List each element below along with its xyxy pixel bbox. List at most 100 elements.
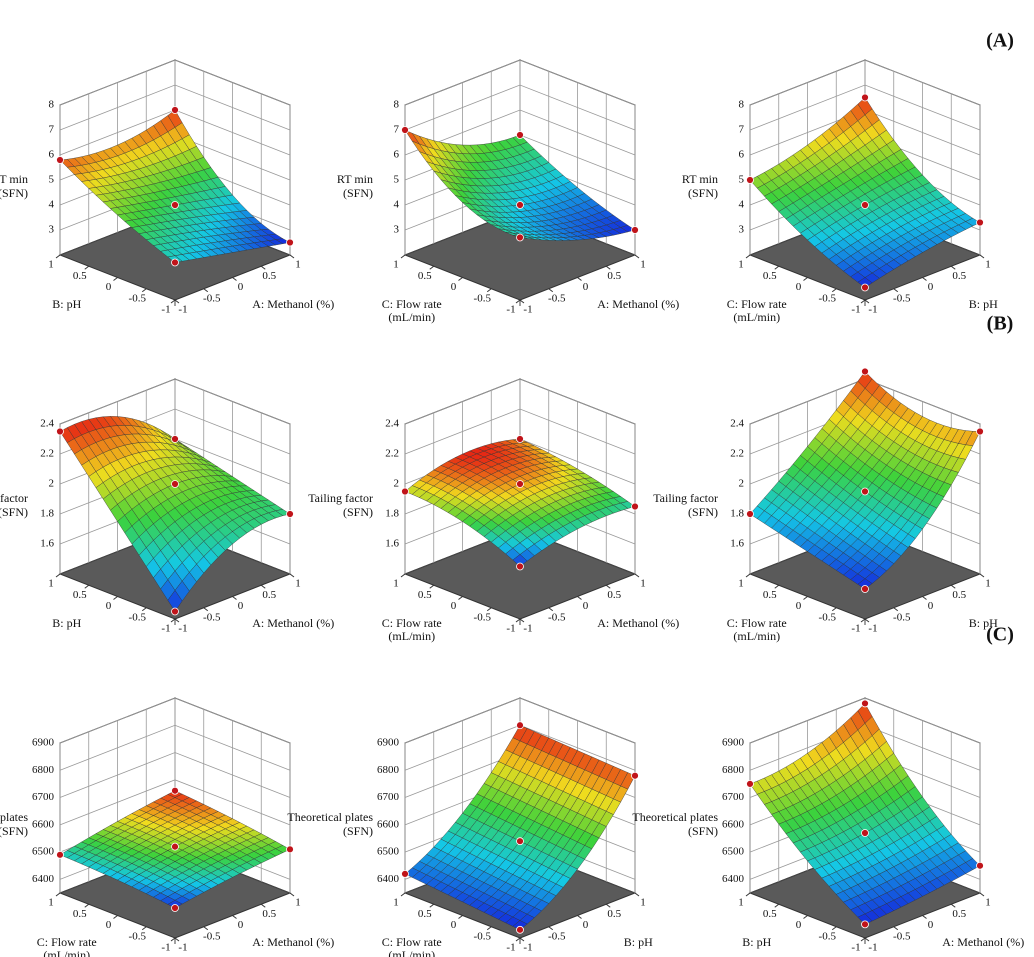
y-tick-label: 0: [451, 281, 457, 293]
x-tick-label: 0: [238, 600, 244, 612]
panel-label: (B): [987, 313, 1014, 335]
x-tick-label: -1: [523, 304, 532, 316]
x-tick-label: 0.5: [952, 270, 966, 282]
y-tick-label: 0: [106, 600, 112, 612]
z-tick-label: 2: [394, 478, 400, 490]
tick-mark: [203, 288, 209, 293]
y-tick-label: 0.5: [418, 270, 432, 282]
x-tick-label: 0: [928, 919, 934, 931]
x-axis-label: A: Methanol (%): [252, 935, 334, 949]
y-axis-label: C: Flow rate: [37, 935, 97, 949]
surface-plot: 6400 6500 6600 6700 6800 6900 -1 -0.5 0 0.5 1 -1 -0.…: [0, 697, 334, 957]
tick-mark: [605, 903, 611, 908]
z-tick-label: 3: [49, 224, 55, 236]
tick-mark: [950, 903, 956, 908]
tick-mark: [458, 277, 463, 281]
x-tick-label: -0.5: [548, 292, 566, 304]
y-tick-label: 0.5: [73, 908, 87, 920]
z-tick-label: 5: [394, 174, 400, 186]
x-tick-label: -1: [868, 304, 877, 316]
y-tick-label: 0: [796, 600, 802, 612]
design-point: [286, 510, 294, 518]
z-tick-label: 8: [394, 99, 400, 111]
x-tick-label: 0.5: [607, 270, 621, 282]
z-tick-label: 6900: [722, 737, 745, 749]
y-tick-label: 0: [796, 281, 802, 293]
y-axis-label: (mL/min): [388, 948, 435, 957]
tick-mark: [864, 937, 870, 942]
tick-mark: [170, 299, 176, 304]
design-point: [631, 226, 639, 234]
y-tick-label: -1: [851, 623, 860, 635]
x-axis-label: B: pH: [624, 935, 653, 949]
y-axis-label: (mL/min): [43, 948, 90, 957]
z-tick-label: 8: [49, 99, 55, 111]
x-tick-label: 0: [928, 600, 934, 612]
z-tick-label: 1.6: [730, 538, 744, 550]
design-point: [286, 845, 294, 854]
x-axis-label: A: Methanol (%): [597, 616, 679, 630]
tick-mark: [141, 607, 147, 612]
y-axis-label: B: pH: [742, 935, 771, 949]
z-tick-label: 8: [739, 99, 745, 111]
z-tick-label: 2.4: [730, 418, 744, 430]
tick-mark: [232, 277, 237, 281]
y-tick-label: -1: [851, 942, 860, 954]
tick-mark: [84, 903, 90, 908]
design-point: [171, 904, 179, 912]
design-point: [861, 699, 869, 708]
y-tick-label: 1: [738, 259, 744, 271]
z-tick-label: 6900: [32, 737, 55, 749]
z-tick-label: 6800: [722, 764, 745, 776]
tick-mark: [831, 926, 837, 931]
tick-mark: [170, 618, 176, 623]
z-axis-label: RT min: [0, 172, 28, 186]
x-tick-label: 0.5: [262, 270, 276, 282]
y-tick-label: 0: [796, 919, 802, 931]
x-tick-label: -1: [523, 623, 532, 635]
y-axis-label: C: Flow rate: [727, 297, 787, 311]
tick-mark: [577, 277, 582, 281]
tick-mark: [84, 584, 90, 589]
tick-mark: [232, 915, 237, 919]
x-tick-label: 1: [640, 259, 646, 271]
z-axis-label: RT min: [682, 172, 718, 186]
design-point: [861, 367, 869, 376]
surface-cell: [857, 578, 873, 590]
design-point: [56, 427, 64, 436]
tick-mark: [634, 892, 640, 897]
z-tick-label: 6800: [377, 764, 400, 776]
x-axis-label: B: pH: [969, 297, 998, 311]
x-tick-label: -1: [868, 623, 877, 635]
x-tick-label: -0.5: [893, 930, 911, 942]
y-tick-label: 1: [393, 259, 399, 271]
design-point: [746, 176, 754, 184]
design-point: [976, 861, 984, 870]
x-tick-label: 1: [295, 259, 301, 271]
y-tick-label: 1: [738, 578, 744, 590]
z-tick-label: 6700: [32, 791, 55, 803]
x-axis-label: A: Methanol (%): [252, 616, 334, 630]
y-axis-label: (mL/min): [388, 310, 435, 324]
z-axis-label: Tailing factor: [653, 491, 718, 505]
design-point: [171, 607, 179, 616]
tick-mark: [429, 584, 435, 589]
tick-mark: [203, 926, 209, 931]
design-point: [171, 480, 179, 488]
tick-mark: [745, 254, 751, 259]
tick-mark: [831, 607, 837, 612]
design-point: [631, 771, 639, 780]
z-tick-label: 3: [394, 224, 400, 236]
x-tick-label: -0.5: [548, 611, 566, 623]
design-point: [171, 201, 179, 209]
tick-mark: [634, 573, 640, 578]
tick-mark: [860, 299, 866, 304]
x-tick-label: 1: [640, 578, 646, 590]
z-axis-label: Theoretical plates: [0, 810, 28, 824]
y-tick-label: -0.5: [819, 292, 837, 304]
z-tick-label: 7: [49, 124, 55, 136]
tick-mark: [634, 254, 640, 259]
tick-mark: [979, 892, 985, 897]
panel-label: (A): [986, 30, 1014, 52]
